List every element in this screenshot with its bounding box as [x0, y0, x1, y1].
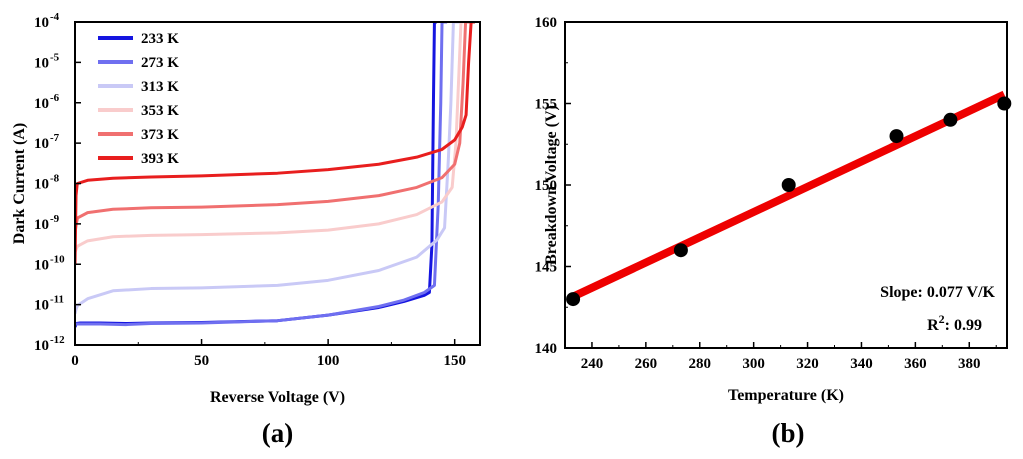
- y-axis-label-a: Dark Current (A): [11, 123, 28, 244]
- panel-label-a: (a): [262, 418, 293, 448]
- panel-label-b: (b): [772, 418, 805, 448]
- y-tick-label: 145: [535, 260, 558, 276]
- x-axis-label-b: Temperature (K): [728, 387, 844, 404]
- series-line-353k: [75, 22, 468, 253]
- y-tick-label: 140: [535, 341, 558, 357]
- x-tick-label: 340: [850, 356, 873, 372]
- x-axis-label-a: Reverse Voltage (V): [210, 389, 345, 406]
- y-tick-label: 10: [34, 257, 49, 273]
- x-tick-label: 300: [742, 356, 765, 372]
- y-tick-label: 10: [34, 298, 49, 314]
- legend-a: 233 K 273 K 313 K 353 K 373 K 393 K: [98, 31, 179, 167]
- y-tick-exponent: -6: [50, 92, 60, 104]
- x-tick-label: 280: [689, 356, 712, 372]
- y-tick-label: 160: [535, 15, 558, 31]
- data-point: [889, 129, 904, 144]
- legend-label: 393 K: [141, 151, 179, 167]
- x-tick-label: 380: [958, 356, 981, 372]
- y-tick-exponent: -7: [50, 132, 60, 144]
- y-tick-exponent: -12: [50, 334, 65, 346]
- y-tick-exponent: -9: [50, 213, 60, 225]
- data-point: [673, 243, 688, 258]
- r-squared-annotation: R2: 0.99: [927, 312, 982, 334]
- plot-area-b: [566, 90, 1012, 307]
- panel-b: 240 260 280 300 320 340 360 380 140 145 150 155 160…: [535, 15, 1012, 448]
- y-tick-label: 150: [535, 178, 558, 194]
- y-tick-exponent: -4: [50, 11, 60, 23]
- legend-label: 373 K: [141, 127, 179, 143]
- x-tick-label: 100: [317, 353, 340, 369]
- y-tick-label: 10: [34, 96, 49, 112]
- legend-label: 313 K: [141, 79, 179, 95]
- y-tick-label: 10: [34, 338, 49, 354]
- r2-value: : 0.99: [945, 317, 982, 334]
- x-tick-label: 150: [443, 353, 466, 369]
- y-tick-exponent: -5: [50, 51, 60, 63]
- y-ticks-b: 140 145 150 155 160: [535, 15, 571, 357]
- series-line-373k: [75, 22, 473, 234]
- y-tick-label: 10: [34, 217, 49, 233]
- legend-label: 273 K: [141, 55, 179, 71]
- x-tick-label: 320: [796, 356, 819, 372]
- data-point: [566, 292, 581, 307]
- x-ticks-a: 0 50 100 150: [71, 339, 466, 369]
- y-tick-exponent: -8: [50, 173, 60, 185]
- y-tick-exponent: -10: [50, 253, 65, 265]
- y-tick-exponent: -11: [50, 294, 64, 306]
- y-axis-label-b: Breakdown Voltage (V): [543, 105, 560, 265]
- x-ticks-b: 240 260 280 300 320 340 360 380: [581, 342, 997, 372]
- slope-annotation: Slope: 0.077 V/K: [880, 284, 995, 301]
- x-tick-label: 50: [194, 353, 209, 369]
- series-line-393k: [75, 22, 475, 265]
- x-tick-label: 0: [71, 353, 79, 369]
- y-tick-label: 10: [34, 15, 49, 31]
- y-tick-label: 10: [34, 55, 49, 71]
- data-point: [781, 178, 796, 192]
- legend-label: 233 K: [141, 31, 179, 47]
- fit-line: [571, 90, 1007, 301]
- y-tick-label: 155: [535, 97, 558, 113]
- x-tick-label: 260: [635, 356, 658, 372]
- series-line-313k: [75, 22, 460, 314]
- data-point: [997, 96, 1012, 111]
- r2-superscript: 2: [939, 312, 945, 326]
- y-tick-label: 10: [34, 177, 49, 193]
- x-tick-label: 360: [904, 356, 927, 372]
- legend-label: 353 K: [141, 103, 179, 119]
- plot-area-a: [75, 22, 475, 328]
- x-tick-label: 240: [581, 356, 604, 372]
- y-tick-label: 10: [34, 136, 49, 152]
- data-point: [943, 112, 958, 127]
- series-line-273k: [75, 22, 448, 327]
- r2-base: R: [927, 317, 939, 334]
